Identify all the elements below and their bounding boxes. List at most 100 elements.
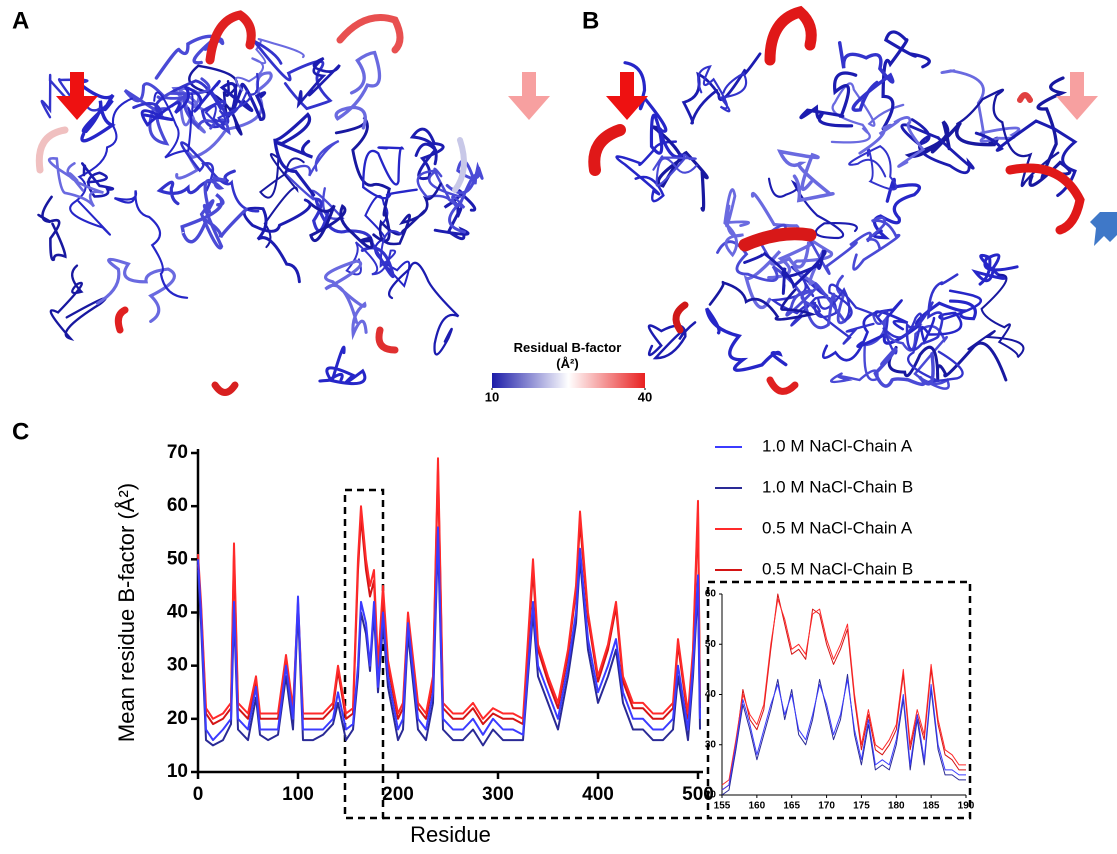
protein-backbone [623,61,684,159]
y-tick-label: 40 [167,602,188,623]
data-line [197,526,701,742]
protein-loop [336,14,404,54]
y-tick-label: 20 [167,708,188,729]
y-tick-label: 50 [167,548,188,569]
protein-backbone [445,159,484,234]
protein-backbone [80,83,116,143]
x-tick-label: 400 [582,784,614,805]
arrow [56,72,98,120]
protein-backbone [967,273,1025,359]
x-tick-label: 155 [714,801,731,812]
protein-loop [766,376,799,395]
protein-loop [35,126,69,174]
x-tick-label: 200 [382,784,414,805]
protein-backbone [750,191,834,286]
protein-loop [1017,92,1033,103]
y-tick-label: 40 [705,689,717,700]
protein-backbone [242,198,312,284]
protein-backbone [697,65,748,113]
protein-loop [452,137,467,193]
protein-backbone [156,169,236,206]
panel-label: A [12,7,29,34]
protein-backbone [1028,76,1072,187]
x-tick-label: 300 [482,784,514,805]
protein-backbone [852,216,901,271]
protein-backbone [681,52,762,125]
protein-loop [375,326,399,354]
protein-backbone [723,188,751,258]
colorbar-tick-label: 10 [485,389,499,404]
protein-backbone [318,345,367,386]
protein-backbone [858,116,926,168]
protein-structures [35,5,1085,396]
protein-backbone [971,253,1019,286]
y-tick-label: 10 [167,761,188,782]
protein-backbone [873,346,935,388]
protein-backbone [817,283,889,338]
x-axis-title: Residue [410,822,491,847]
protein-backbone [180,193,248,244]
x-tick-label: 160 [749,801,766,812]
protein-backbone [204,72,259,130]
protein-backbone [882,312,964,383]
protein-backbone [114,190,189,299]
x-tick-label: 175 [853,801,870,812]
protein-backbone [837,41,895,112]
protein-loop [764,5,817,66]
arrow [1090,212,1117,246]
panel-label: C [12,418,29,445]
protein-loop [672,301,689,334]
legend-label: 1.0 M NaCl-Chain B [762,477,913,496]
protein-loop [205,10,256,65]
arrow [606,72,648,120]
inset-frame [706,580,972,820]
protein-backbone [647,321,697,360]
protein-backbone [974,119,1078,198]
protein-loop [211,381,239,396]
protein-loop [738,227,817,252]
x-tick-label: 165 [783,801,800,812]
x-tick-label: 190 [958,801,975,812]
protein-backbone [334,50,382,130]
protein-backbone [312,197,395,279]
x-tick-label: 170 [818,801,835,812]
protein-backbone [716,240,836,330]
y-tick-label: 60 [167,495,188,516]
x-tick-label: 100 [282,784,314,805]
y-tick-label: 30 [167,655,188,676]
zoom-box [343,488,385,820]
colorbar [492,373,645,388]
protein-backbone [47,157,104,208]
protein-backbone [830,82,905,144]
legend-label: 1.0 M NaCl-Chain A [762,436,913,455]
legend-label: 0.5 M NaCl-Chain B [762,559,913,578]
protein-backbone [345,230,402,276]
protein-backbone [409,127,445,181]
colorbar-title: Residual B-factor (Å²) [513,340,622,371]
protein-backbone [378,182,442,246]
protein-backbone [81,162,115,198]
x-tick-label: 0 [193,784,204,805]
protein-backbone [171,86,206,134]
data-line [197,457,701,720]
protein-loop [588,124,626,176]
protein-backbone [940,69,1021,143]
x-tick-label: 500 [682,784,714,805]
protein-backbone [362,146,418,200]
protein-backbone [767,177,858,240]
protein-backbone [153,91,194,159]
protein-loop [1005,163,1085,235]
y-tick-label: 50 [705,639,717,650]
arrow [508,72,550,120]
protein-backbone [848,145,898,191]
protein-backbone [956,88,1060,188]
y-axis-title: Mean residue B-factor (Å²) [114,483,139,742]
arrow [1056,72,1098,120]
data-line [197,467,701,726]
colorbar-tick-label: 40 [638,389,652,404]
protein-backbone [743,250,827,295]
protein-backbone [273,112,316,197]
protein-backbone [785,274,847,325]
